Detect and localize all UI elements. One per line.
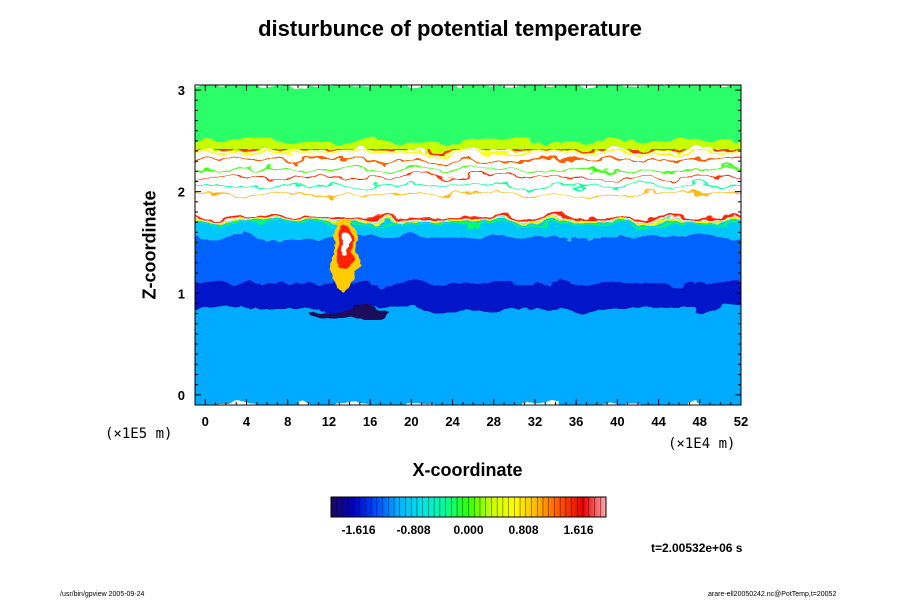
field-band-3 bbox=[195, 220, 741, 238]
x-tick-label-12: 48 bbox=[693, 414, 707, 429]
colorbar-label-0: -1.616 bbox=[341, 523, 375, 537]
plume-peak bbox=[339, 232, 350, 253]
field-band-1 bbox=[195, 140, 741, 152]
y-axis-unit: (×1E5 m) bbox=[105, 426, 173, 442]
x-axis-unit: (×1E4 m) bbox=[668, 436, 736, 452]
time-label: t=2.00532e+06 s bbox=[651, 541, 743, 555]
field-band-0 bbox=[195, 85, 741, 141]
y-tick-label-0: 0 bbox=[178, 388, 185, 403]
chart-title: disturbunce of potential temperature bbox=[258, 16, 642, 41]
field-band-5 bbox=[195, 283, 741, 309]
x-tick-label-5: 20 bbox=[404, 414, 418, 429]
cold-pool bbox=[309, 307, 390, 320]
x-tick-label-2: 8 bbox=[284, 414, 291, 429]
colorbar: -1.616 -0.808 0.000 0.808 1.616 bbox=[330, 496, 607, 537]
plot-frame bbox=[194, 84, 742, 406]
footer-source: arare-ell20050242.nc@PotTemp,t=20052 bbox=[708, 591, 837, 598]
x-tick-label-9: 36 bbox=[569, 414, 583, 429]
colorbar-label-3: 0.808 bbox=[508, 523, 538, 537]
x-tick-label-10: 40 bbox=[610, 414, 624, 429]
x-axis-label: X-coordinate bbox=[412, 460, 523, 480]
x-tick-label-6: 24 bbox=[445, 414, 460, 429]
x-tick-label-13: 52 bbox=[734, 414, 748, 429]
field-band-6 bbox=[195, 308, 741, 405]
footer-command: /usr/bin/gpview 2005-09-24 bbox=[60, 591, 145, 598]
y-tick-label-2: 2 bbox=[178, 185, 185, 200]
y-tick-label-3: 3 bbox=[178, 83, 185, 98]
colorbar-label-2: 0.000 bbox=[453, 523, 483, 537]
x-tick-label-1: 4 bbox=[243, 414, 251, 429]
x-tick-label-11: 44 bbox=[651, 414, 666, 429]
x-tick-label-4: 16 bbox=[363, 414, 377, 429]
heatmap-field bbox=[195, 85, 741, 405]
colorbar-label-4: 1.616 bbox=[563, 523, 593, 537]
y-tick-label-1: 1 bbox=[178, 286, 185, 301]
x-tick-label-8: 32 bbox=[528, 414, 542, 429]
colorbar-label-1: -0.808 bbox=[396, 523, 430, 537]
x-tick-label-3: 12 bbox=[322, 414, 336, 429]
x-tick-label-7: 28 bbox=[487, 414, 501, 429]
x-tick-label-0: 0 bbox=[202, 414, 209, 429]
field-band-4 bbox=[195, 237, 741, 284]
